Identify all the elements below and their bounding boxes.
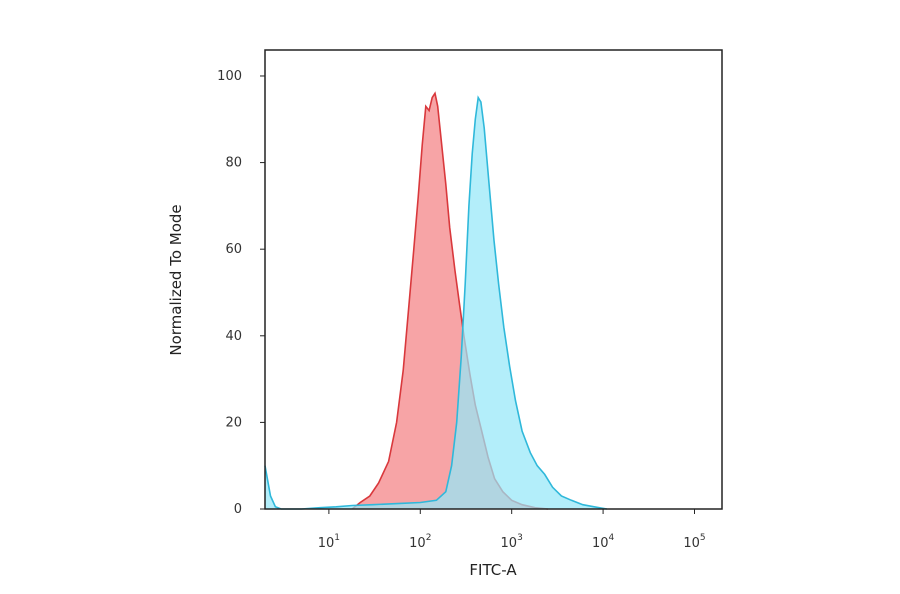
- x-tick-label: 101: [318, 533, 340, 551]
- x-tick-label: 105: [683, 533, 705, 551]
- histogram-areas: [264, 91, 608, 510]
- y-tick-label: 40: [225, 329, 242, 344]
- y-axis-title: Normalized To Mode: [167, 204, 185, 355]
- y-axis: 0 20 40 60 80 100: [217, 69, 265, 517]
- y-tick-label: 80: [225, 156, 242, 171]
- x-tick-label: 104: [592, 533, 615, 551]
- y-tick-label: 60: [225, 242, 242, 257]
- x-axis: 101 102 103 104 105: [318, 509, 706, 551]
- series-1-area: [352, 93, 549, 510]
- y-tick-label: 20: [225, 415, 242, 430]
- x-axis-title: FITC-A: [469, 561, 517, 579]
- y-tick-label: 100: [217, 69, 242, 84]
- x-tick-label: 102: [409, 533, 431, 551]
- x-tick-label: 103: [501, 533, 523, 551]
- y-tick-label: 0: [234, 502, 242, 517]
- series-2-line: [264, 95, 608, 510]
- plot-frame: [264, 49, 723, 510]
